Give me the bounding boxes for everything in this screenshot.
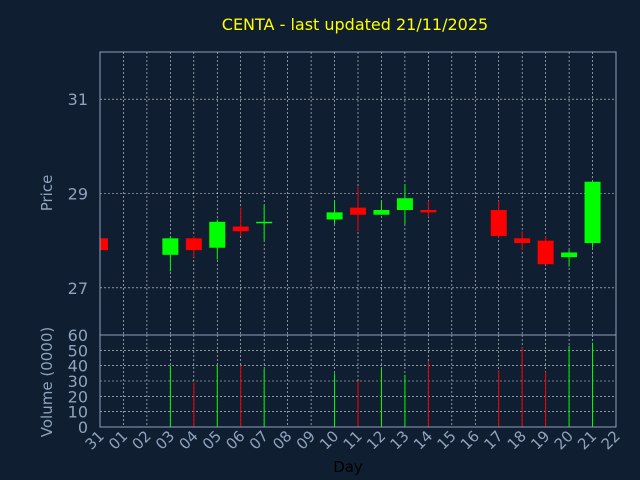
price-y-tick-label: 27 — [68, 279, 88, 298]
volume-y-tick-label: 0 — [78, 418, 88, 437]
candle-body — [100, 238, 108, 251]
candle-body — [162, 238, 179, 255]
volume-axis-label: Volume (0000) — [38, 327, 56, 437]
x-tick-label: 08 — [269, 427, 295, 453]
volume-y-tick-label: 60 — [68, 326, 88, 345]
candle-body — [396, 198, 413, 211]
price-y-tick-label: 29 — [68, 185, 88, 204]
x-tick-label: 16 — [457, 427, 483, 453]
volume-y-tick-label: 50 — [68, 341, 88, 360]
candle-body — [185, 238, 202, 251]
candle-body — [514, 238, 531, 244]
x-tick-label: 10 — [316, 427, 342, 453]
x-axis-label: Day — [333, 458, 363, 476]
candle-body — [420, 210, 437, 213]
candle-body — [537, 240, 554, 265]
volume-panel-frame — [99, 334, 617, 428]
x-tick-label: 07 — [246, 427, 272, 453]
chart-title: CENTA - last updated 21/11/2025 — [222, 15, 488, 34]
volume-bars — [169, 342, 594, 427]
candle-body — [232, 226, 249, 232]
candle-body — [373, 210, 390, 215]
candle-body — [561, 252, 578, 258]
x-tick-label: 06 — [222, 427, 248, 453]
x-tick-label: 19 — [527, 427, 553, 453]
candle-body — [490, 210, 507, 236]
x-tick-label: 12 — [363, 427, 389, 453]
price-y-tick-label: 31 — [68, 90, 88, 109]
volume-y-tick-label: 30 — [68, 372, 88, 391]
x-tick-label: 04 — [175, 427, 201, 453]
price-candles — [100, 181, 601, 272]
x-tick-label: 09 — [293, 427, 319, 453]
x-tick-label: 01 — [105, 427, 131, 453]
volume-y-tick-label: 40 — [68, 357, 88, 376]
x-tick-label: 11 — [340, 427, 366, 453]
x-tick-label: 22 — [598, 427, 624, 453]
candle-body — [350, 207, 366, 215]
x-tick-labels: 3101020304050607080910111213141516171819… — [82, 427, 624, 453]
candle-body — [584, 181, 601, 244]
x-tick-label: 13 — [387, 427, 413, 453]
x-tick-label: 17 — [480, 427, 506, 453]
volume-y-tick-label: 10 — [68, 403, 88, 422]
x-tick-label: 21 — [574, 427, 600, 453]
x-tick-label: 02 — [129, 427, 155, 453]
candle-body — [209, 221, 226, 248]
price-y-tick-labels: 27 29 31 — [68, 90, 88, 298]
x-tick-label: 18 — [504, 427, 530, 453]
x-tick-label: 05 — [199, 427, 225, 453]
volume-y-tick-label: 20 — [68, 387, 88, 406]
x-tick-label: 15 — [433, 427, 459, 453]
x-tick-label: 20 — [551, 427, 577, 453]
price-axis-label: Price — [38, 175, 56, 212]
x-tick-label: 14 — [410, 427, 436, 453]
candle-body — [326, 212, 343, 220]
x-tick-label: 03 — [152, 427, 178, 453]
candle-body — [256, 221, 273, 224]
